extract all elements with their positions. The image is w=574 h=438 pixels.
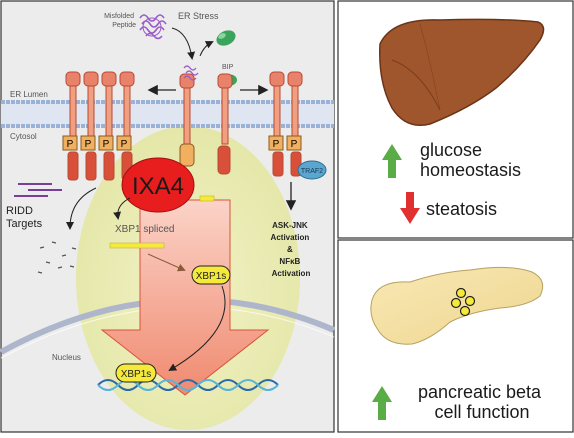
xbp1-mrna-icon bbox=[109, 242, 165, 249]
ixa4-label: IXA4 bbox=[132, 173, 184, 200]
misfolded-peptide-icon bbox=[139, 14, 167, 40]
ridd-rna-lines bbox=[14, 183, 62, 197]
cytosol-label: Cytosol bbox=[10, 132, 37, 141]
phospho-p-right: P P bbox=[268, 135, 302, 151]
glucose-homeostasis-label: glucose homeostasis bbox=[420, 140, 521, 180]
beta-cell-function-label: pancreatic beta cell function bbox=[418, 382, 546, 422]
beta-up-arrow-icon bbox=[372, 386, 392, 420]
ire1-receptor-center bbox=[179, 73, 233, 175]
er-lumen-label: ER Lumen bbox=[10, 90, 48, 99]
ridd-targets-label: RIDD Targets bbox=[6, 205, 43, 230]
misfolded-peptide-label: Misfolded Peptide bbox=[104, 13, 136, 29]
traf2-icon bbox=[297, 160, 327, 180]
bip-label: BIP bbox=[222, 64, 234, 71]
er-stress-label: ER Stress bbox=[178, 11, 219, 21]
er-membrane bbox=[1, 100, 334, 128]
misfolded-bound-icon bbox=[183, 65, 199, 81]
svg-text:P: P bbox=[85, 139, 92, 150]
phospho-p-left: P P P P bbox=[62, 135, 132, 151]
svg-text:P: P bbox=[121, 139, 128, 150]
beta-cell-islets-icon bbox=[450, 287, 476, 317]
svg-text:P: P bbox=[291, 139, 298, 150]
traf2-label: TRAF2 bbox=[301, 168, 323, 175]
xbp1s-protein bbox=[191, 265, 231, 285]
ask-jnk-label: ASK-JNK Activation & NFκB Activation bbox=[271, 221, 312, 278]
steatosis-down-arrow-icon bbox=[400, 192, 420, 224]
svg-text:P: P bbox=[67, 139, 74, 150]
nucleus-label: Nucleus bbox=[52, 353, 81, 362]
ixa4-compound bbox=[121, 157, 195, 213]
degraded-rna-fragments bbox=[37, 241, 77, 274]
xbp1s-protein-label: XBP1s bbox=[196, 271, 227, 282]
xbp1s-dna-bound bbox=[115, 363, 157, 383]
xbp1s-dna-label: XBP1s bbox=[121, 369, 152, 380]
xbp1-transcription-arrow bbox=[100, 199, 270, 396]
xbp1-spliced-label: XBP1 spliced bbox=[115, 224, 174, 235]
glucose-up-arrow-icon bbox=[382, 144, 402, 178]
svg-text:P: P bbox=[103, 139, 110, 150]
svg-text:P: P bbox=[273, 139, 280, 150]
steatosis-label: steatosis bbox=[426, 199, 497, 219]
liver-icon bbox=[379, 18, 545, 126]
